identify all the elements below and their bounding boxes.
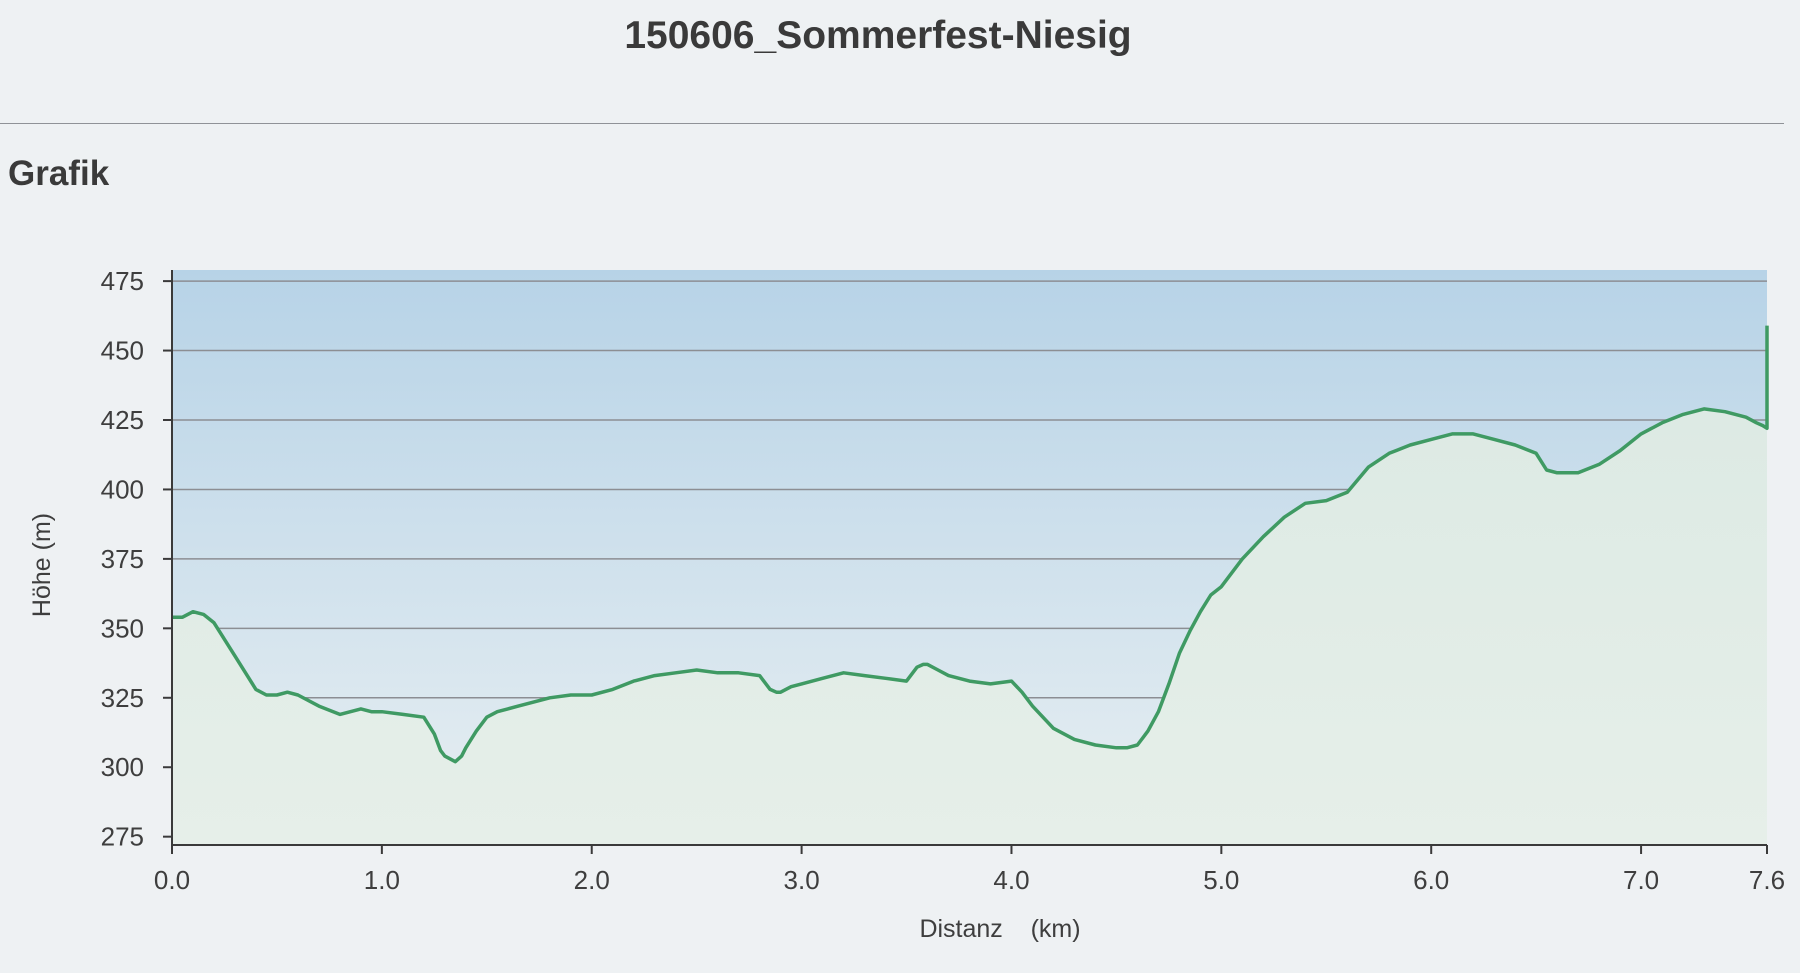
title-divider — [0, 123, 1784, 124]
x-tick-label: 2.0 — [574, 865, 610, 895]
x-tick-label: 5.0 — [1203, 865, 1239, 895]
y-axis-title: Höhe (m) — [28, 513, 56, 617]
x-axis-title: Distanz (km) — [919, 915, 1080, 943]
x-tick-label: 4.0 — [993, 865, 1029, 895]
section-heading: Grafik — [8, 154, 110, 193]
y-tick-label: 475 — [101, 266, 144, 296]
x-tick-label: 3.0 — [784, 865, 820, 895]
y-tick-label: 375 — [101, 544, 144, 574]
chart-axes — [171, 270, 1767, 846]
y-tick-label: 450 — [101, 336, 144, 366]
page-title: 150606_Sommerfest-Niesig — [624, 14, 1132, 57]
x-tick-label: 6.0 — [1413, 865, 1449, 895]
elevation-line — [172, 325, 1769, 764]
y-tick-label: 350 — [101, 613, 144, 643]
y-tick-label: 325 — [101, 683, 144, 713]
y-axis-ticks: 275 300 325 350 375 400 425 450 475 — [101, 266, 172, 852]
y-tick-label: 400 — [101, 474, 144, 504]
x-tick-label: 7.6 — [1749, 865, 1785, 895]
y-tick-label: 425 — [101, 405, 144, 435]
x-tick-label: 7.0 — [1623, 865, 1659, 895]
x-axis-ticks: 0.0 1.0 2.0 3.0 4.0 5.0 6.0 7.0 7.6 — [154, 845, 1785, 895]
elevation-area-fill — [172, 325, 1767, 846]
y-tick-label: 300 — [101, 752, 144, 782]
y-tick-label: 275 — [101, 822, 144, 852]
x-tick-label: 0.0 — [154, 865, 190, 895]
x-tick-label: 1.0 — [364, 865, 400, 895]
